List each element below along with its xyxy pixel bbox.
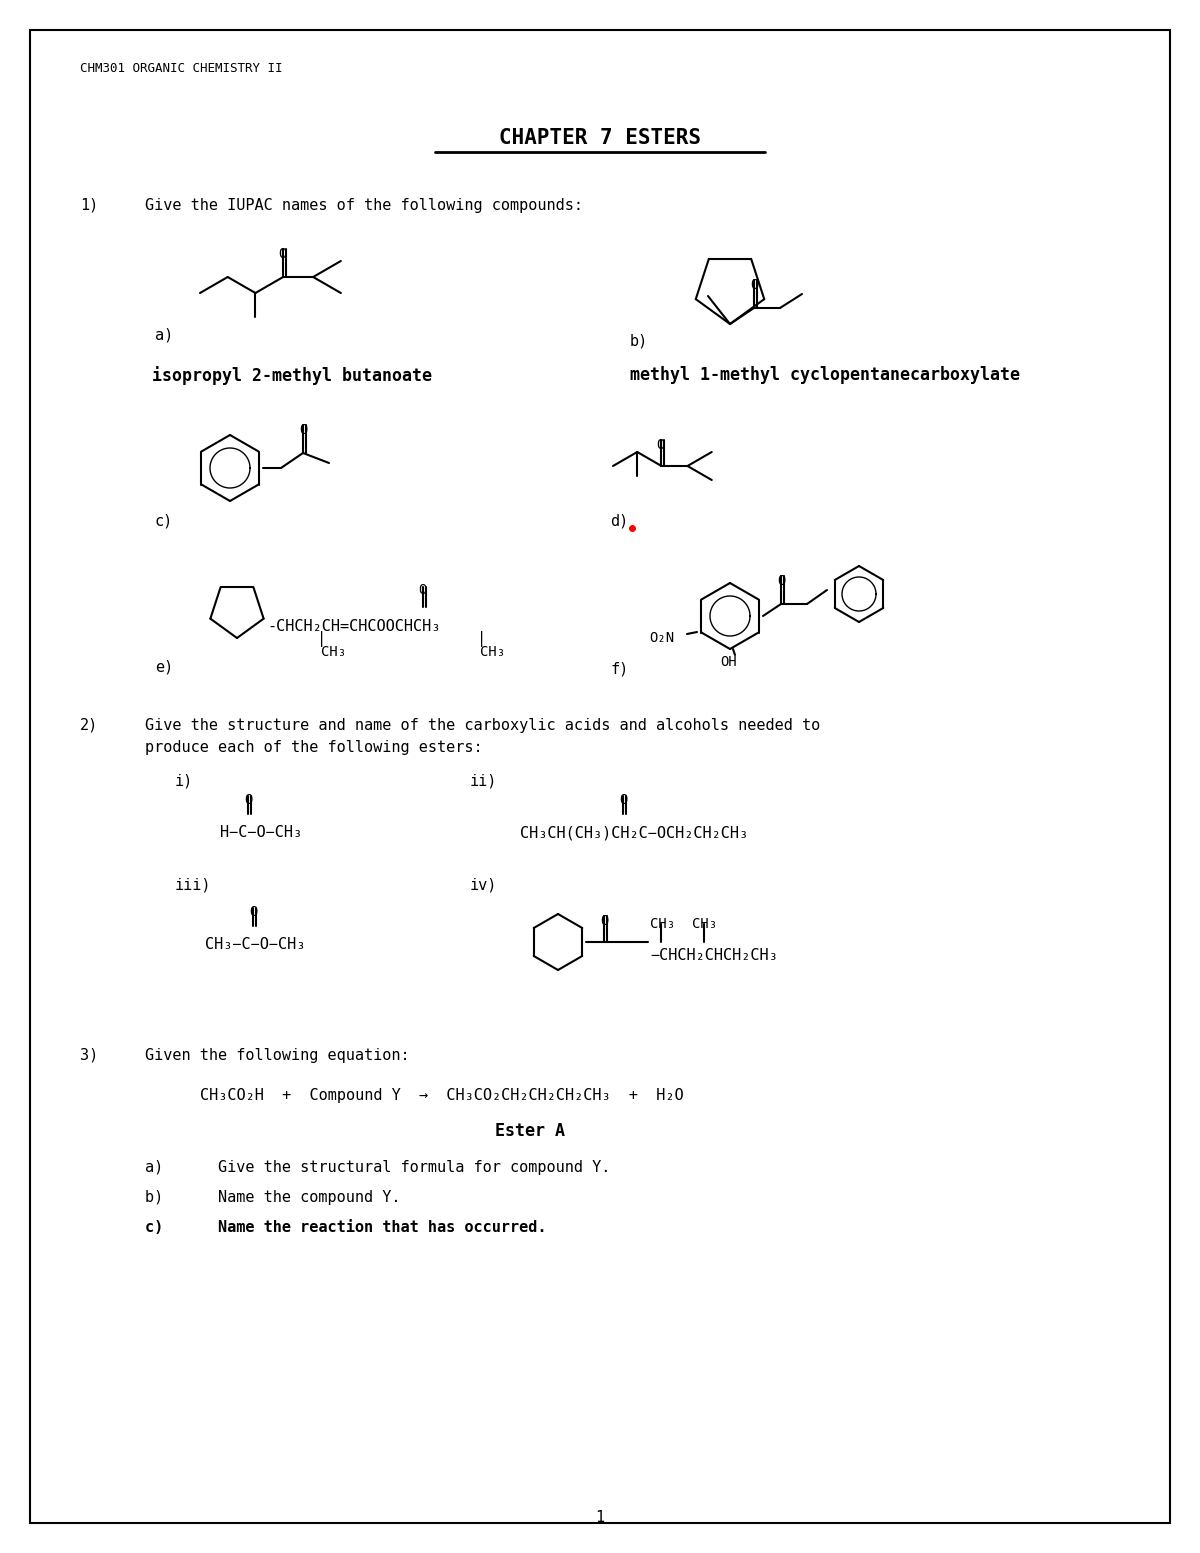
Text: Given the following equation:: Given the following equation:: [145, 1048, 409, 1062]
Text: iv): iv): [470, 877, 497, 893]
Text: O: O: [656, 438, 665, 452]
Text: b)      Name the compound Y.: b) Name the compound Y.: [145, 1190, 401, 1205]
Text: CH₃: CH₃: [480, 644, 505, 658]
Text: c): c): [155, 512, 173, 528]
Text: methyl 1-methyl cyclopentanecarboxylate: methyl 1-methyl cyclopentanecarboxylate: [630, 367, 1020, 384]
Text: H−C−O−CH₃: H−C−O−CH₃: [220, 825, 302, 840]
Text: O: O: [600, 915, 608, 929]
Text: CH₃: CH₃: [692, 916, 718, 930]
Text: 2): 2): [80, 717, 98, 733]
Text: Give the IUPAC names of the following compounds:: Give the IUPAC names of the following co…: [145, 197, 583, 213]
Text: O: O: [619, 794, 628, 808]
Text: Give the structure and name of the carboxylic acids and alcohols needed to: Give the structure and name of the carbo…: [145, 717, 821, 733]
Text: a): a): [155, 328, 173, 343]
Text: CH₃CH(CH₃)CH₂C−OCH₂CH₂CH₃: CH₃CH(CH₃)CH₂C−OCH₂CH₂CH₃: [520, 825, 748, 840]
Text: O: O: [750, 278, 758, 292]
Text: d): d): [610, 512, 629, 528]
Text: -CHCH₂CH=CHCOOCHCH₃: -CHCH₂CH=CHCOOCHCH₃: [266, 620, 440, 634]
Text: CH₃: CH₃: [322, 644, 346, 658]
Text: e): e): [155, 660, 173, 676]
Text: f): f): [610, 662, 629, 677]
Text: O: O: [278, 247, 287, 261]
Text: OH: OH: [720, 655, 737, 669]
Text: isopropyl 2-methyl butanoate: isopropyl 2-methyl butanoate: [152, 367, 432, 385]
Text: |: |: [478, 631, 486, 648]
Text: |: |: [317, 631, 326, 648]
Text: 1: 1: [595, 1510, 605, 1525]
Text: −CHCH₂CHCH₂CH₃: −CHCH₂CHCH₂CH₃: [650, 947, 778, 963]
Text: CHAPTER 7 ESTERS: CHAPTER 7 ESTERS: [499, 127, 701, 148]
Text: produce each of the following esters:: produce each of the following esters:: [145, 739, 482, 755]
Text: iii): iii): [175, 877, 211, 893]
Text: CH₃−C−O−CH₃: CH₃−C−O−CH₃: [205, 936, 305, 952]
Text: O: O: [418, 582, 426, 596]
Text: Ester A: Ester A: [496, 1121, 565, 1140]
Text: O₂N: O₂N: [649, 631, 674, 644]
Text: 1): 1): [80, 197, 98, 213]
Text: 3): 3): [80, 1048, 98, 1062]
Text: O: O: [250, 905, 257, 919]
Text: a)      Give the structural formula for compound Y.: a) Give the structural formula for compo…: [145, 1160, 611, 1176]
Text: O: O: [244, 794, 252, 808]
Text: b): b): [630, 332, 648, 348]
Text: O: O: [299, 422, 307, 436]
Text: c)      Name the reaction that has occurred.: c) Name the reaction that has occurred.: [145, 1221, 546, 1235]
Text: CH₃: CH₃: [650, 916, 676, 930]
Text: CH₃CO₂H  +  Compound Y  →  CH₃CO₂CH₂CH₂CH₂CH₃  +  H₂O: CH₃CO₂H + Compound Y → CH₃CO₂CH₂CH₂CH₂CH…: [200, 1089, 684, 1103]
Text: i): i): [175, 773, 193, 787]
Text: CHM301 ORGANIC CHEMISTRY II: CHM301 ORGANIC CHEMISTRY II: [80, 62, 282, 75]
Text: ii): ii): [470, 773, 497, 787]
Text: O: O: [778, 575, 785, 589]
